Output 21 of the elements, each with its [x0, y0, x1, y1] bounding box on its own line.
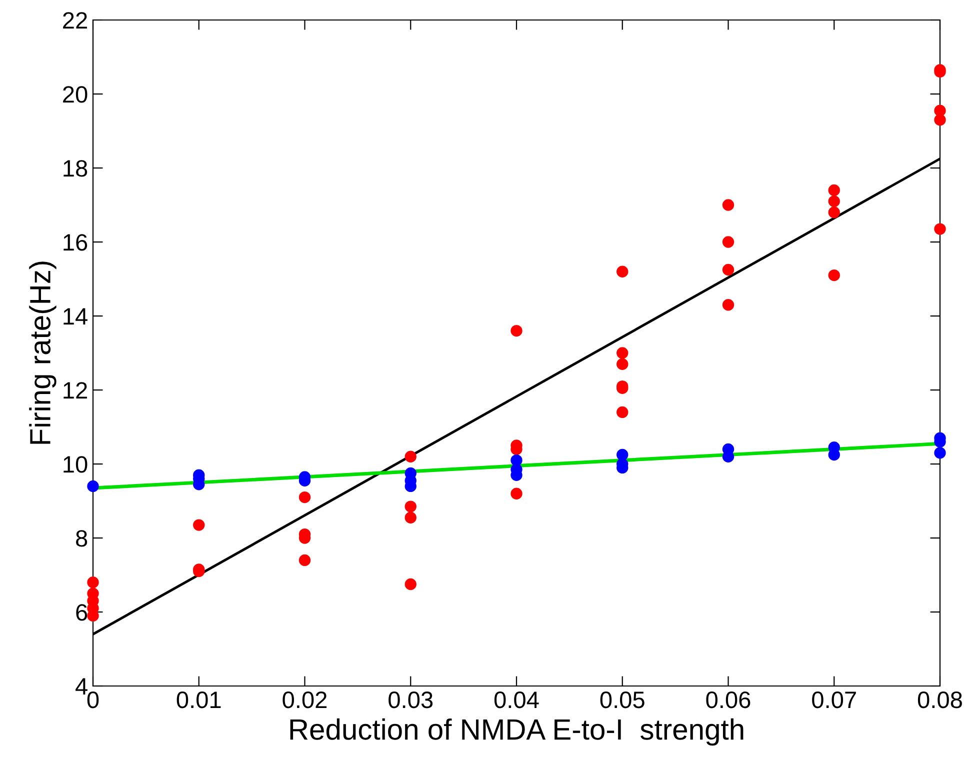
x-tick-label: 0.08 [918, 691, 962, 708]
x-tick-label: 0 [87, 691, 99, 708]
x-tick-label: 0.01 [176, 691, 221, 708]
y-tick-label: 14 [64, 308, 88, 325]
y-tick-label: 12 [64, 382, 87, 399]
x-tick-label: 0.04 [494, 691, 539, 708]
y-tick-label: 4 [76, 678, 88, 695]
y-tick-label: 22 [63, 12, 87, 29]
x-tick-label: 0.06 [706, 691, 750, 708]
x-axis-title: Reduction of NMDA E-to-I strength [290, 718, 744, 746]
y-tick-label: 16 [64, 234, 88, 251]
y-tick-label: 20 [63, 86, 88, 103]
x-tick-label: 0.07 [812, 691, 856, 708]
y-tick-label: 10 [64, 456, 88, 473]
x-tick-label: 0.05 [600, 691, 644, 708]
y-tick-label: 6 [76, 604, 88, 621]
y-tick-label: 8 [76, 530, 88, 547]
y-tick-label: 18 [64, 160, 88, 177]
x-tick-label: 0.02 [282, 691, 327, 708]
x-tick-label: 0.03 [388, 691, 433, 708]
y-axis-title: Firing rate(Hz) [29, 262, 56, 444]
